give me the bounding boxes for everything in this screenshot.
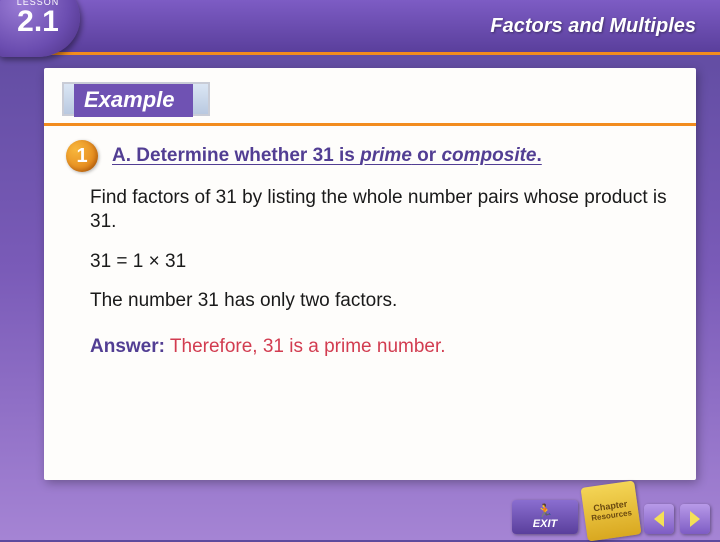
lesson-badge: LESSON 2.1 [0,0,80,57]
lesson-number: 2.1 [17,5,59,39]
next-button[interactable] [680,504,710,534]
main-card: Example 1 A. Determine whether 31 is pri… [44,68,696,480]
exit-icon-glyph: 🏃 [536,504,553,518]
chapter-title: Factors and Multiples [490,15,696,38]
body-line-2: The number 31 has only two factors. [90,289,674,313]
chevron-left-icon [652,511,666,527]
exit-label: EXIT [533,518,557,530]
prev-button[interactable] [644,504,674,534]
q-prefix: A. Determine whether 31 is [112,145,360,166]
question-text: A. Determine whether 31 is prime or comp… [112,140,542,169]
equation-line: 31 = 1 × 31 [90,250,674,274]
exit-button[interactable]: 🏃 EXIT [512,500,578,534]
chapter-resources-button[interactable]: Chapter Resources [581,481,642,542]
example-heading-wrap: Example [66,82,193,117]
q-ital-prime: prime [360,145,412,166]
chevron-right-icon [688,511,702,527]
example-heading: Example [74,84,193,117]
header-underline [0,52,720,55]
answer-label: Answer: [90,336,165,357]
question-number-badge: 1 [66,140,98,172]
answer-text: Therefore, 31 is a prime number. [165,336,446,357]
answer-line: Answer: Therefore, 31 is a prime number. [90,335,674,360]
question-row: 1 A. Determine whether 31 is prime or co… [66,140,674,172]
bottom-nav: 🏃 EXIT Chapter Resources [512,484,710,534]
q-ital-composite: composite [441,145,536,166]
example-underline [44,123,696,126]
q-mid: or [412,145,442,166]
q-suffix: . [537,145,542,166]
body-line-1: Find factors of 31 by listing the whole … [90,186,674,234]
top-bar: LESSON 2.1 Factors and Multiples [0,0,720,52]
